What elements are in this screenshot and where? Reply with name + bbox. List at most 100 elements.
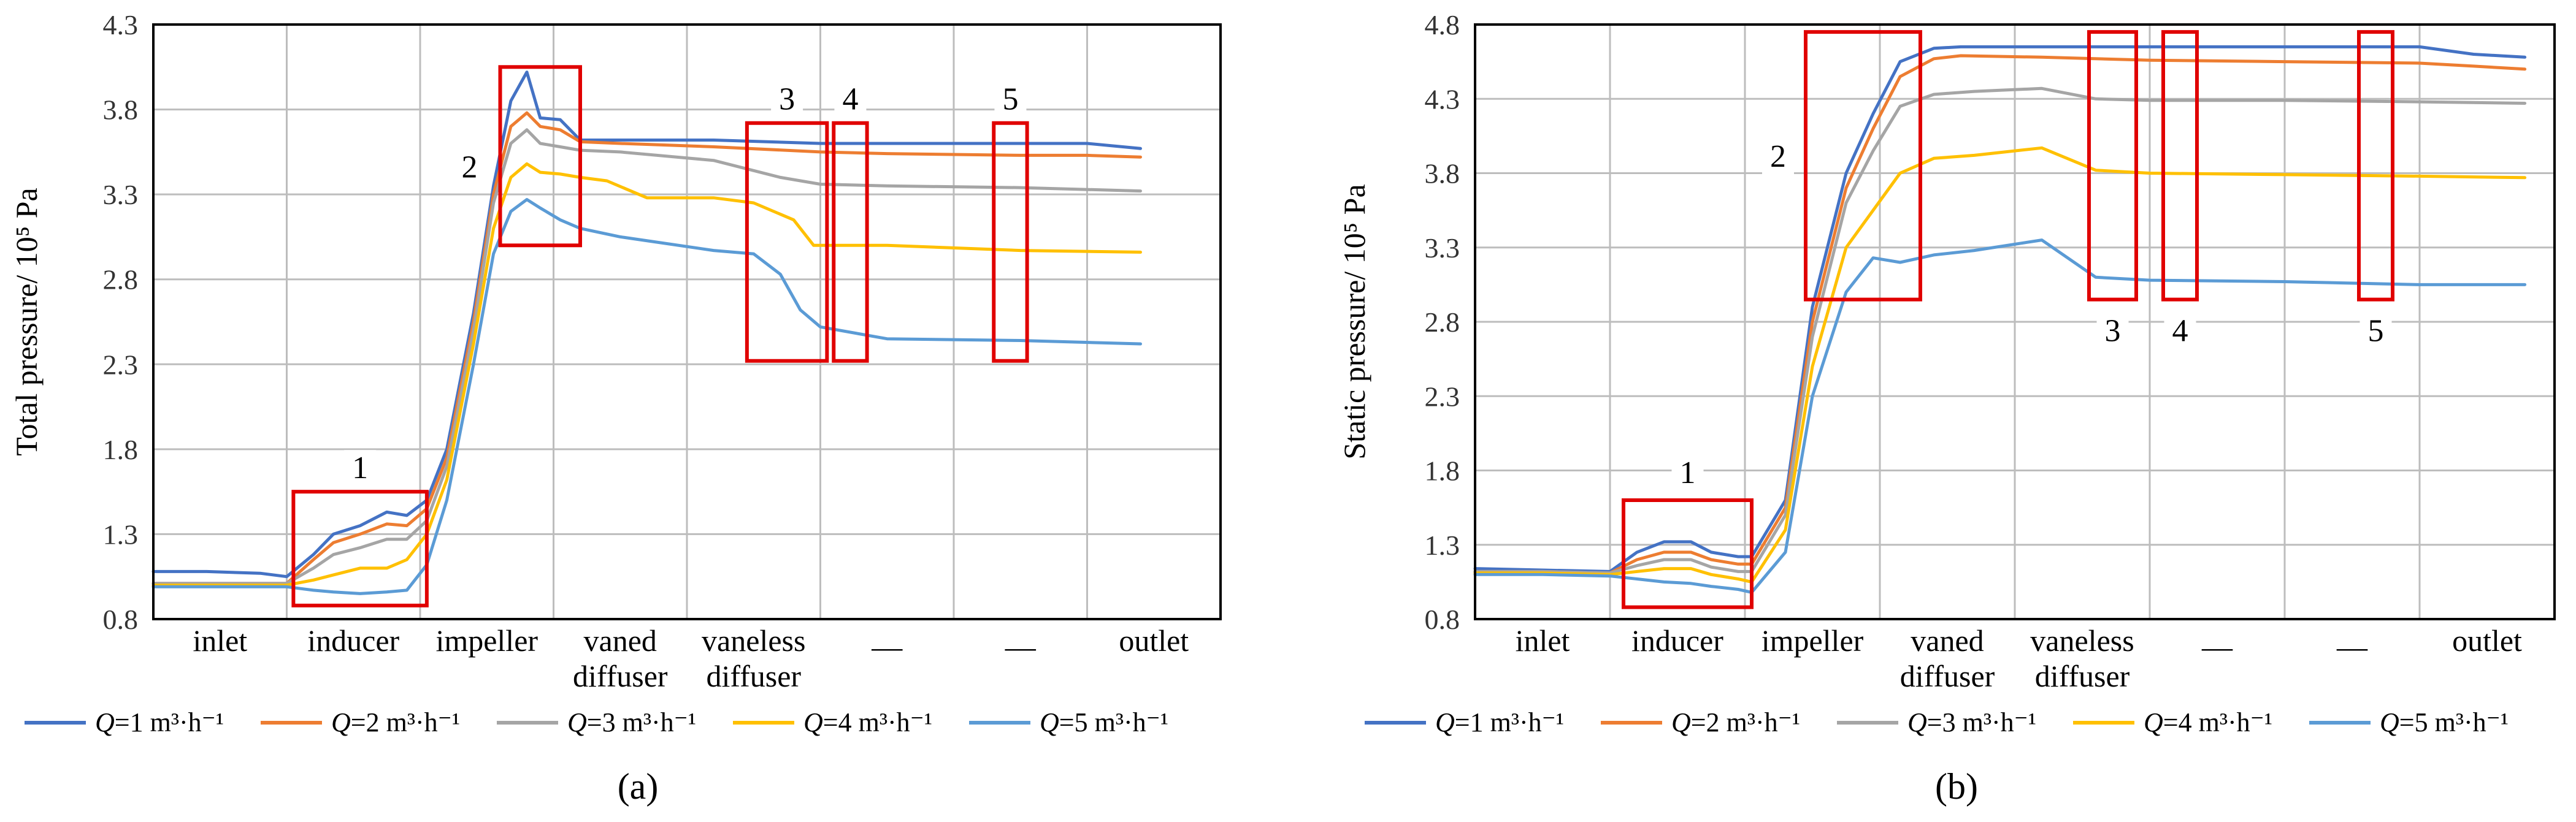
annotation-box-1 — [291, 490, 429, 607]
series-line-q1 — [1473, 45, 2527, 573]
series-line-q5 — [151, 198, 1142, 595]
x-category-label: — — [1005, 630, 1037, 664]
annotation-label-1: 1 — [352, 451, 368, 485]
y-tick-label: 1.8 — [103, 434, 139, 465]
y-tick-label: 3.3 — [1425, 232, 1460, 264]
legend-variable: Q — [331, 707, 351, 737]
x-category-label: vaned — [584, 623, 657, 658]
legend-label-q5: Q=5 m³·h⁻¹ — [1040, 707, 1168, 737]
legend-value: =4 m³·h⁻¹ — [2163, 707, 2272, 737]
legend: Q=1 m³·h⁻¹ Q=2 m³·h⁻¹ Q=3 m³·h⁻¹ Q=4 m³·h⁻¹… — [1365, 707, 2509, 737]
annotation-label-1: 1 — [1680, 455, 1696, 490]
chart-panel-a: 0.8 1.3 1.8 2.3 2.8 3.3 3.8 4.3 1 2 3 4 5 inlet induce… — [9, 9, 1222, 807]
annotation-label-2: 2 — [1770, 139, 1786, 174]
legend-value: =2 m³·h⁻¹ — [1691, 707, 1800, 737]
x-category-label: vaneless — [2030, 623, 2134, 658]
annotation-label-bg — [453, 149, 486, 186]
legend-value: =4 m³·h⁻¹ — [823, 707, 932, 737]
annotation-label-bg — [2164, 313, 2196, 350]
annotation-label-bg — [2096, 313, 2129, 350]
annotation-label-bg — [771, 81, 803, 118]
legend-label-q4: Q=4 m³·h⁻¹ — [803, 707, 932, 737]
legend-label-q2: Q=2 m³·h⁻¹ — [1671, 707, 1800, 737]
x-category-label: — — [871, 630, 903, 664]
legend-value: =2 m³·h⁻¹ — [351, 707, 460, 737]
series-line-q2 — [1473, 54, 2527, 575]
annotation-label-bg — [1671, 455, 1704, 492]
y-tick-label: 2.8 — [103, 264, 139, 295]
annotation-box-4 — [2161, 30, 2199, 302]
annotation-label-bg — [834, 81, 867, 118]
x-category-label: inducer — [307, 623, 399, 658]
x-category-label: impeller — [435, 623, 538, 658]
legend-variable: Q — [1435, 707, 1455, 737]
series-line-q5 — [1473, 238, 2527, 594]
annotation-label-bg — [1762, 139, 1794, 176]
annotation-box-5 — [2357, 30, 2394, 302]
legend-label-q3: Q=3 m³·h⁻¹ — [1907, 707, 2036, 737]
annotation-label-4: 4 — [2172, 314, 2188, 349]
x-category-label: outlet — [1119, 623, 1189, 658]
y-tick-label: 4.3 — [103, 9, 139, 40]
x-category-label: outlet — [2452, 623, 2522, 658]
legend-variable: Q — [95, 707, 115, 737]
y-tick-label: 1.3 — [103, 519, 139, 550]
annotation-box-5 — [992, 121, 1029, 363]
y-tick-label: 2.8 — [1425, 306, 1460, 338]
legend-label-q2: Q=2 m³·h⁻¹ — [331, 707, 460, 737]
legend-label-q5: Q=5 m³·h⁻¹ — [2380, 707, 2509, 737]
y-axis-label: Total pressure/ 10⁵ Pa — [9, 188, 44, 455]
series-line-q4 — [1473, 146, 2527, 584]
y-tick-label: 4.3 — [1425, 83, 1460, 115]
series-line-q3 — [151, 128, 1142, 585]
legend-variable: Q — [2144, 707, 2163, 737]
annotation-box-1 — [1622, 498, 1754, 609]
annotation-label-bg — [344, 450, 377, 487]
annotation-label-3: 3 — [2105, 314, 2121, 349]
y-tick-label: 4.8 — [1425, 9, 1460, 40]
x-category-label: — — [2336, 630, 2368, 664]
legend-value: =3 m³·h⁻¹ — [1927, 707, 2036, 737]
y-tick-label: 2.3 — [1425, 381, 1460, 412]
legend-variable: Q — [1907, 707, 1927, 737]
x-category-label: impeller — [1761, 623, 1864, 658]
legend-value: =3 m³·h⁻¹ — [587, 707, 696, 737]
annotation-label-bg — [994, 81, 1027, 118]
legend-value: =5 m³·h⁻¹ — [2399, 707, 2509, 737]
panel-label: (b) — [1935, 766, 1978, 807]
y-tick-label: 2.3 — [103, 349, 139, 380]
annotation-label-5: 5 — [1002, 82, 1018, 117]
x-category-label: inducer — [1631, 623, 1723, 658]
annotation-label-2: 2 — [462, 150, 478, 185]
legend-label-q3: Q=3 m³·h⁻¹ — [567, 707, 696, 737]
legend-label-q1: Q=1 m³·h⁻¹ — [1435, 707, 1564, 737]
legend-value: =1 m³·h⁻¹ — [1455, 707, 1564, 737]
legend-variable: Q — [567, 707, 587, 737]
annotation-box-4 — [832, 121, 869, 363]
x-category-label-line2: diffuser — [706, 659, 801, 693]
legend-label-q1: Q=1 m³·h⁻¹ — [95, 707, 224, 737]
x-category-label-line2: diffuser — [573, 659, 668, 693]
plot-frame — [1474, 23, 2556, 620]
annotation-label-3: 3 — [779, 82, 795, 117]
legend-value: =1 m³·h⁻¹ — [115, 707, 224, 737]
series-line-q3 — [1473, 86, 2527, 575]
legend-variable: Q — [1040, 707, 1059, 737]
x-category-label-line2: diffuser — [2035, 659, 2130, 693]
y-tick-label: 3.8 — [103, 94, 139, 126]
annotation-label-4: 4 — [842, 82, 858, 117]
legend-variable: Q — [1671, 707, 1691, 737]
x-category-label-line2: diffuser — [1900, 659, 1995, 693]
annotation-box-3 — [2087, 30, 2138, 302]
x-category-label: vaneless — [702, 623, 805, 658]
x-category-label: — — [2201, 630, 2233, 664]
y-tick-label: 0.8 — [1425, 604, 1460, 635]
annotation-label-bg — [2359, 313, 2392, 350]
legend-variable: Q — [2380, 707, 2399, 737]
x-category-label: inlet — [1516, 623, 1570, 658]
legend-value: =5 m³·h⁻¹ — [1059, 707, 1168, 737]
y-tick-label: 3.3 — [103, 179, 139, 210]
chart-panel-b: 0.8 1.3 1.8 2.3 2.8 3.3 3.8 4.3 4.8 1 2 3 4 5 inlet ind… — [1337, 9, 2556, 807]
annotation-box-2 — [498, 65, 582, 248]
